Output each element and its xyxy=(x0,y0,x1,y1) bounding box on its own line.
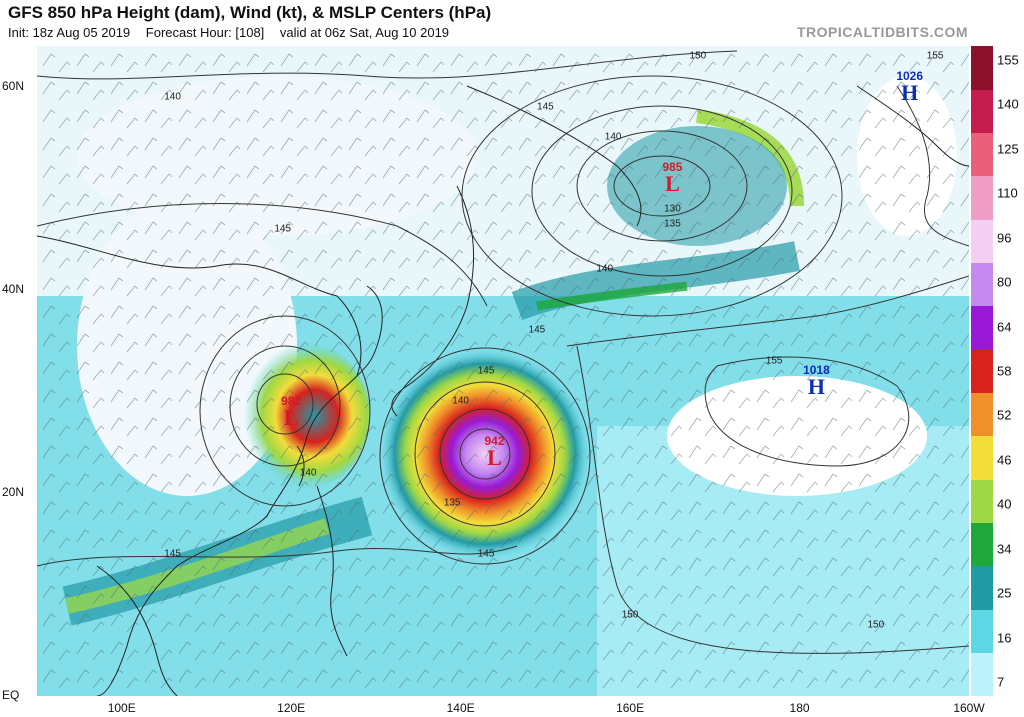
forecast-map xyxy=(37,46,969,696)
height-contour-label: 145 xyxy=(164,548,181,560)
forecast-hour: Forecast Hour: [108] xyxy=(145,25,265,40)
colorbar-label: 110 xyxy=(997,185,1018,201)
colorbar-segment xyxy=(971,46,993,90)
colorbar-label: 34 xyxy=(997,541,1012,557)
colorbar-label: 125 xyxy=(997,141,1019,157)
height-contour-label: 140 xyxy=(452,395,469,407)
lon-label: 120E xyxy=(277,701,306,715)
lon-label: 160E xyxy=(616,701,645,715)
colorbar-label: 40 xyxy=(997,496,1012,512)
colorbar-segment xyxy=(971,219,993,264)
brand-watermark: TROPICALTIDBITS.COM xyxy=(796,24,968,40)
init-time: Init: 18z Aug 05 2019 xyxy=(8,25,131,40)
colorbar-segment xyxy=(971,522,993,567)
height-contour-label: 150 xyxy=(689,50,707,62)
lon-label: 100E xyxy=(107,701,136,715)
colorbar-segment xyxy=(971,566,993,610)
height-contour-label: 145 xyxy=(477,365,495,377)
colorbar-label: 58 xyxy=(997,363,1012,379)
height-contour-label: 155 xyxy=(765,355,783,367)
colorbar-label: 140 xyxy=(997,96,1019,112)
asia-coastline xyxy=(37,235,362,696)
height-contour-label: 150 xyxy=(867,619,885,631)
colorbar-label: 16 xyxy=(997,630,1012,646)
colorbar-segment xyxy=(971,392,993,437)
colorbar-label: 7 xyxy=(997,674,1005,690)
colorbar-segment xyxy=(971,652,993,697)
colorbar-label: 80 xyxy=(997,274,1012,290)
colorbar-label: 96 xyxy=(997,230,1012,246)
wind-barbs xyxy=(37,46,969,696)
colorbar xyxy=(971,46,993,697)
height-contour-label: 135 xyxy=(664,218,681,230)
colorbar-segment xyxy=(971,609,993,654)
height-contour-label: 145 xyxy=(528,324,546,336)
alaska-coastline xyxy=(856,85,969,167)
height-contour-label: 140 xyxy=(604,131,622,143)
chart-subtitle: Init: 18z Aug 05 2019 Forecast Hour: [10… xyxy=(8,25,461,40)
chart-title: GFS 850 hPa Height (dam), Wind (kt), & M… xyxy=(8,3,492,22)
height-contour-label: 135 xyxy=(443,497,461,509)
height-contour-label: 145 xyxy=(537,101,554,113)
height-contour-label: 140 xyxy=(299,467,317,479)
lon-label: 140E xyxy=(446,701,475,715)
colorbar-label: 64 xyxy=(997,319,1012,335)
map-canvas xyxy=(37,46,969,696)
lat-label: 20N xyxy=(2,484,25,499)
lat-label: EQ xyxy=(2,688,20,702)
colorbar-label: 52 xyxy=(997,407,1012,423)
height-contour-label: 140 xyxy=(596,263,614,275)
colorbar-segment xyxy=(971,262,993,307)
colorbar-segment xyxy=(971,176,993,220)
korea-coastline xyxy=(356,285,383,377)
lon-label: 160W xyxy=(953,701,985,715)
colorbar-segment xyxy=(971,436,993,480)
lat-label: 40N xyxy=(2,281,25,296)
colorbar-segment xyxy=(971,349,993,394)
height-contours xyxy=(37,50,969,654)
taiwan-coastline xyxy=(296,445,305,487)
japan-coastline xyxy=(391,185,475,417)
indochina-coastline xyxy=(96,565,178,696)
valid-time: valid at 06z Sat, Aug 10 2019 xyxy=(279,25,450,40)
colorbar-label: 46 xyxy=(997,452,1012,468)
colorbar-segment xyxy=(971,132,993,177)
lat-label: 60N xyxy=(2,78,25,93)
colorbar-segment xyxy=(971,306,993,350)
height-contour-label: 130 xyxy=(664,203,681,214)
philippines-coastline xyxy=(316,485,348,657)
colorbar-label: 25 xyxy=(997,585,1012,601)
kamchatka-coastline xyxy=(466,85,642,227)
colorbar-segment xyxy=(971,89,993,134)
height-contour-label: 155 xyxy=(926,50,944,62)
lon-label: 180 xyxy=(789,701,810,715)
height-contour-label: 145 xyxy=(274,223,292,235)
colorbar-segment xyxy=(971,479,993,524)
colorbar-label: 155 xyxy=(997,52,1019,68)
height-contour-label: 140 xyxy=(164,91,181,103)
height-contour-label: 145 xyxy=(477,548,495,560)
height-contour-label: 150 xyxy=(621,609,639,621)
